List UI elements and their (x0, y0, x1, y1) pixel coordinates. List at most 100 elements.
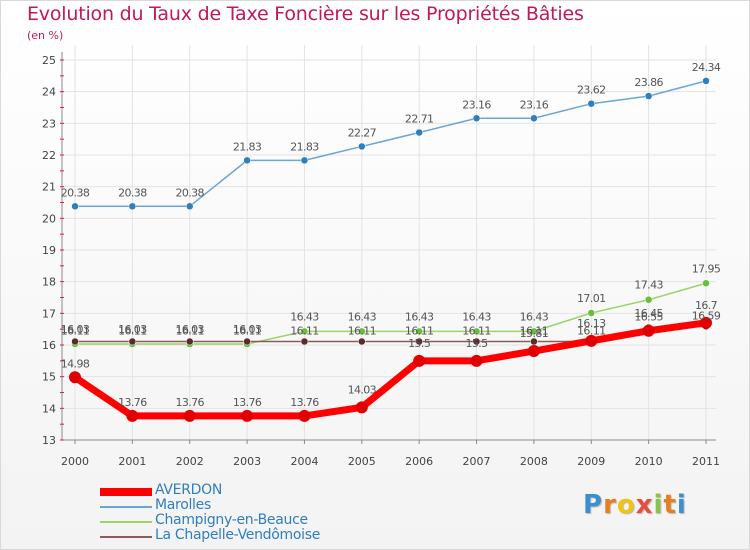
data-label: 17.43 (634, 279, 663, 292)
data-point (472, 327, 481, 336)
x-tick-label: 2008 (520, 455, 548, 468)
data-label: 16.11 (175, 325, 204, 338)
data-label: 16.11 (348, 325, 377, 338)
data-point (415, 337, 423, 346)
data-point (300, 156, 309, 165)
data-label: 16.03 (118, 323, 147, 336)
y-tick-label: 14 (42, 402, 56, 415)
data-label: 15.5 (408, 337, 431, 350)
data-point (358, 142, 366, 151)
data-label: 14.98 (61, 357, 90, 370)
data-point (527, 345, 540, 358)
data-labels-averdon: 14.98 13.76 13.76 13.76 13.76 14.03 15.5 15.5 15… (61, 299, 718, 409)
data-label: 16.43 (520, 310, 549, 323)
data-label: 14.03 (348, 383, 377, 396)
data-point (300, 337, 309, 346)
x-tick-label: 2003 (233, 455, 261, 468)
data-point (587, 99, 596, 108)
data-point (185, 337, 194, 346)
data-point (644, 295, 653, 304)
y-tick-label: 24 (42, 86, 56, 99)
data-point (355, 401, 368, 414)
data-label: 15.5 (465, 337, 488, 350)
data-label: 20.38 (61, 186, 90, 199)
x-tick-label: 2006 (405, 455, 433, 468)
data-label: 23.16 (462, 98, 491, 111)
data-labels-champigny-en-beauce: 16.03 16.03 16.03 16.03 16.43 16.43 16.43 16.43… (61, 262, 722, 336)
x-tick-label: 2001 (118, 455, 146, 468)
data-label: 13.76 (290, 396, 319, 409)
y-tick-label: 20 (42, 212, 56, 225)
data-label: 16.11 (61, 325, 90, 338)
data-label: 23.62 (577, 84, 606, 97)
data-label: 16.11 (118, 325, 147, 338)
data-point (300, 327, 309, 336)
data-point (185, 202, 194, 211)
data-label: 20.38 (118, 186, 147, 199)
data-point (702, 279, 710, 287)
data-label: 24.34 (692, 61, 721, 74)
y-tick-label: 18 (42, 276, 56, 289)
data-label: 16.11 (577, 325, 606, 338)
y-axis-minor-ticks (60, 59, 64, 441)
data-label: 16.43 (462, 310, 491, 323)
data-label: 22.71 (405, 113, 434, 126)
data-point (126, 409, 139, 422)
data-point (530, 327, 538, 336)
data-label: 13.76 (175, 396, 204, 409)
data-label: 16.43 (348, 310, 377, 323)
x-tick-label: 2005 (348, 455, 376, 468)
y-tick-label: 19 (42, 244, 56, 257)
legend-label: Champigny-en-Beauce (155, 512, 308, 528)
data-point (470, 354, 483, 367)
data-label: 21.83 (290, 140, 319, 153)
data-label: 17.01 (577, 292, 606, 305)
data-label: 16.03 (175, 323, 204, 336)
y-tick-label: 21 (42, 181, 56, 194)
data-label: 21.83 (233, 140, 262, 153)
data-label: 16.03 (61, 323, 90, 336)
data-label: 15.81 (520, 327, 549, 340)
data-point (644, 92, 653, 100)
y-tick-label: 15 (42, 371, 56, 384)
data-label: 16.59 (692, 309, 721, 322)
x-tick-label: 2009 (577, 455, 605, 468)
y-tick-label: 16 (42, 339, 56, 352)
x-tick-label: 2004 (290, 455, 318, 468)
series-line (74, 282, 707, 345)
data-label: 20.38 (175, 186, 204, 199)
legend-swatch (100, 506, 152, 508)
data-point (298, 409, 311, 422)
y-tick-label: 23 (42, 117, 56, 130)
data-point (472, 337, 481, 346)
data-point (71, 337, 79, 346)
x-axis-labels: 2000 2001 2002 2003 2004 2005 2006 2007 2008 2009… (61, 440, 720, 468)
data-point (243, 337, 251, 346)
data-label: 16.13 (577, 317, 606, 330)
data-point (472, 114, 481, 123)
data-point (183, 409, 196, 422)
y-tick-label: 22 (42, 149, 56, 162)
data-label: 13.76 (118, 396, 147, 409)
data-label: 23.16 (520, 98, 549, 111)
data-point (69, 371, 81, 384)
legend-label: La Chapelle-Vendômoise (155, 527, 321, 543)
data-point (358, 327, 366, 336)
data-point (358, 337, 366, 346)
data-label: 16.43 (405, 310, 434, 323)
data-point (413, 354, 426, 367)
y-axis-labels: 13 14 15 16 17 18 19 20 21 22 23 24 25 (42, 54, 56, 447)
chart-title: Evolution du Taux de Taxe Foncière sur l… (27, 3, 584, 25)
data-point (415, 128, 423, 137)
data-point (241, 409, 254, 422)
data-point (128, 202, 137, 211)
data-point (530, 114, 538, 123)
data-label: 16.45 (634, 307, 663, 320)
series-line (74, 80, 707, 208)
data-label: 16.11 (520, 325, 549, 338)
data-label: 13.76 (233, 396, 262, 409)
x-tick-label: 2011 (692, 455, 720, 468)
data-label: 16.43 (290, 310, 319, 323)
legend-label: Marolles (155, 497, 211, 513)
legend-swatch (100, 521, 152, 523)
